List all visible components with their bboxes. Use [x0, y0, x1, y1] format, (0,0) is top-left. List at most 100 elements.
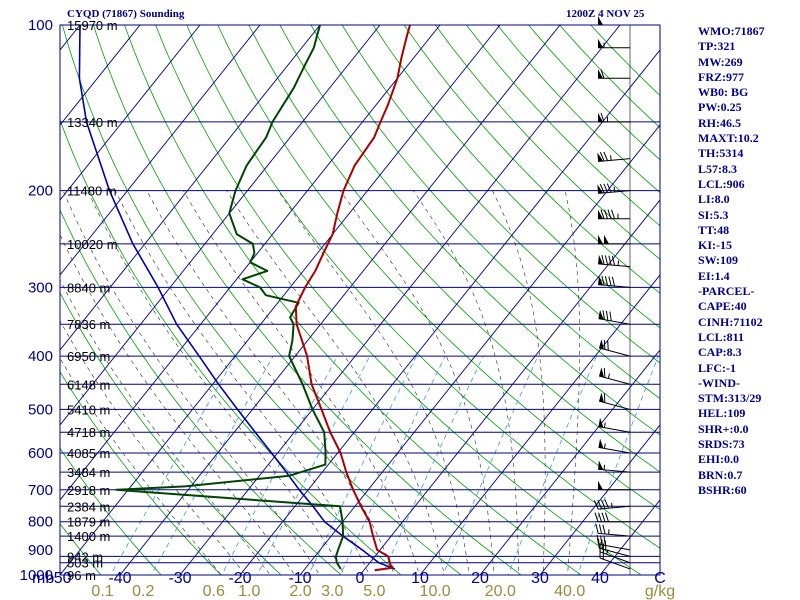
isotherm	[60, 25, 441, 501]
index-line: BRN:0.7	[698, 467, 743, 482]
profiles-layer	[78, 25, 411, 572]
pressure-tick-label: 900	[28, 542, 53, 559]
moist-adiabat	[146, 190, 395, 575]
wind-barb-flag	[605, 512, 609, 522]
mixing-ratio-tick-label: 20.0	[485, 583, 516, 600]
wind-barb	[598, 367, 631, 385]
wind-barb-pennant	[598, 234, 603, 244]
wind-barb-staff	[598, 158, 631, 162]
index-line: PW:0.25	[698, 100, 742, 115]
dewpoint-line	[115, 25, 345, 570]
height-label: 10020 m	[67, 237, 118, 252]
dry-adiabat	[60, 370, 222, 575]
temperature-tick-label: 20	[471, 570, 489, 587]
wind-barb	[598, 417, 631, 433]
index-line: TT:48	[698, 222, 730, 237]
pressure-tick-label: 600	[28, 445, 53, 462]
moist-adiabat	[339, 190, 495, 575]
isotherm	[60, 25, 261, 276]
temperature-tick-label: -10	[288, 570, 311, 587]
parcel-line	[78, 25, 396, 570]
moist-adiabat	[564, 190, 581, 575]
wind-barb-flag	[603, 536, 606, 546]
isotherm	[479, 349, 660, 575]
dry-adiabat	[403, 25, 660, 294]
wind-barb-pennant	[598, 480, 603, 490]
plot-frame	[59, 24, 661, 576]
index-line: CAPE:40	[698, 299, 747, 314]
dry-adiabat	[60, 118, 402, 575]
wind-barb-flag	[602, 524, 606, 535]
wind-barb-staff	[599, 551, 631, 564]
wind-barb-flag	[600, 112, 605, 123]
index-line: LCL:906	[698, 176, 745, 191]
height-label: 942 m	[67, 549, 103, 564]
index-line: -WIND-	[698, 375, 740, 390]
wind-barb-pennant	[598, 38, 603, 48]
temperature-tick-label: 0	[356, 570, 365, 587]
wind-barb	[598, 460, 631, 473]
temperature-tick-label: 40	[591, 570, 609, 587]
wind-barb-flag	[609, 311, 612, 322]
isotherm	[299, 124, 660, 575]
wind-barb-flag	[608, 255, 612, 266]
dry-adiabat	[217, 25, 660, 511]
moist-adiabat	[277, 190, 470, 575]
wind-barb-flag	[598, 512, 602, 522]
index-line: CAP:8.3	[698, 345, 742, 360]
wind-barb-flag	[593, 500, 599, 510]
mixing-ratio-line	[308, 355, 417, 575]
wind-barb	[598, 234, 630, 245]
wind-barb-pennant	[598, 209, 603, 219]
index-line: SRDS:73	[698, 437, 745, 452]
mixing-ratio-tick-label: 5.0	[363, 583, 385, 600]
mixing-ratio-line	[221, 355, 338, 575]
wind-barb-flag	[611, 255, 616, 266]
index-line: TH:5314	[698, 146, 744, 161]
index-line: TP:321	[698, 39, 736, 54]
dry-adiabat	[93, 25, 522, 575]
wind-barb-flag	[604, 255, 609, 265]
wind-barb-flag	[603, 368, 606, 378]
moist-adiabat	[115, 190, 370, 575]
mixing-ratio-line	[507, 355, 597, 575]
mixing-ratio-tick-label: 0.1	[91, 583, 113, 600]
isotherm	[539, 424, 660, 575]
moist-adiabat	[60, 234, 296, 575]
wind-barb-pennant	[604, 234, 609, 244]
wind-barb-flag	[600, 499, 606, 509]
height-label: 4718 m	[67, 425, 110, 440]
wind-barb-flag	[611, 276, 616, 287]
pressure-tick-label: 1000	[20, 567, 53, 584]
index-line: LCL:811	[698, 329, 745, 344]
mixing-ratio-line	[577, 355, 659, 575]
wind-barb-flag	[608, 276, 612, 286]
height-label: 2384 m	[67, 499, 110, 514]
height-label: 11480 m	[67, 184, 117, 199]
wind-barb-pennant	[598, 112, 603, 122]
pressure-tick-label: 800	[28, 514, 53, 531]
wind-barb-flag	[603, 393, 606, 403]
wind-barb-staff	[598, 543, 631, 551]
wind-barbs-layer	[593, 16, 631, 575]
moist-adiabat	[412, 190, 519, 575]
wind-barb	[598, 392, 631, 410]
wind-barb-flag	[596, 534, 599, 545]
index-line: SI:5.3	[698, 207, 729, 222]
height-label: 96 m	[67, 568, 96, 583]
wind-barb-staff	[598, 468, 631, 473]
pressure-tick-label: 200	[28, 183, 53, 200]
dry-adiabat	[60, 291, 282, 575]
wind-barb	[595, 524, 631, 537]
wind-barb-flag	[611, 209, 615, 219]
index-line: RH:46.5	[698, 115, 741, 130]
dry-adiabat	[434, 25, 660, 260]
wind-barb-flag	[599, 152, 605, 162]
isotherm	[359, 199, 660, 575]
wind-barb-staff	[598, 505, 631, 510]
wind-barb-pennant	[597, 184, 604, 194]
mixing-ratio-tick-label: 0.6	[203, 583, 225, 600]
wind-barb-half-flag	[603, 443, 606, 449]
index-line: WB0: BG	[698, 85, 749, 100]
